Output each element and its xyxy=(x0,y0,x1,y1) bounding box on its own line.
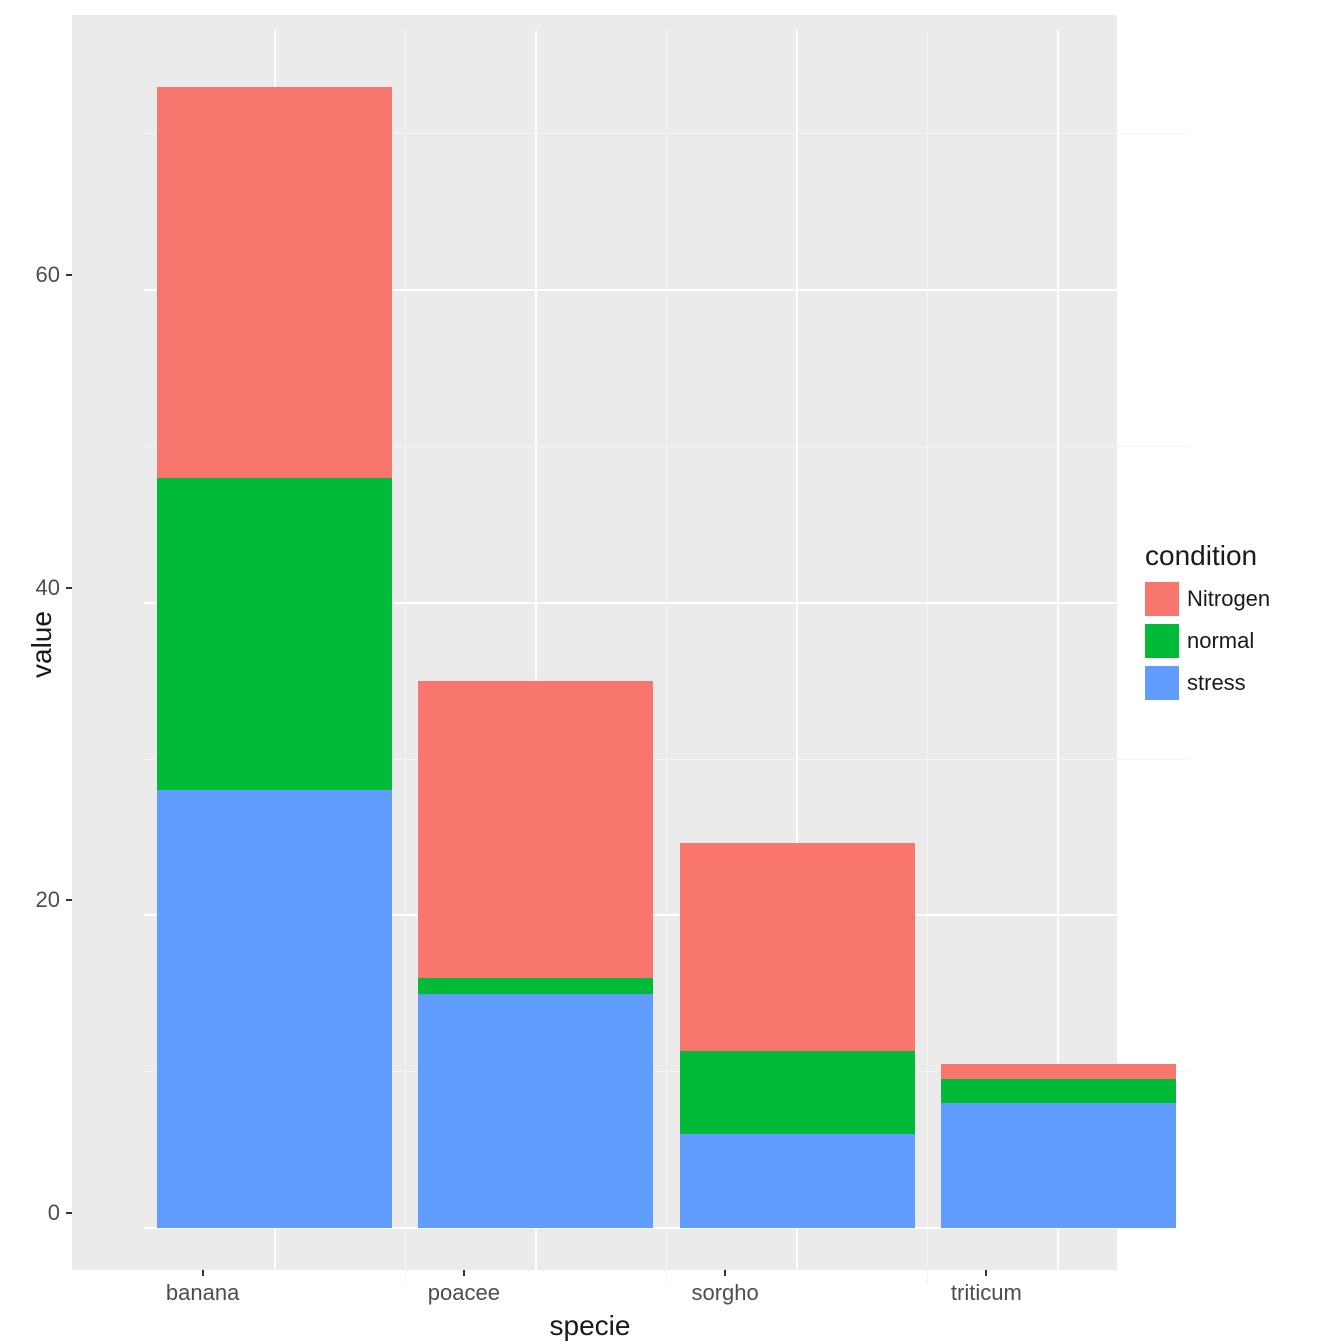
legend-swatch-Nitrogen xyxy=(1145,582,1179,616)
bar-poacee-stress xyxy=(418,994,653,1228)
legend-label-Nitrogen: Nitrogen xyxy=(1187,586,1270,612)
x-tick xyxy=(202,1270,204,1276)
legend-title: condition xyxy=(1145,540,1257,572)
y-tick-label: 60 xyxy=(36,262,60,288)
plot-panel xyxy=(72,15,1117,1270)
bar-sorgho-Nitrogen xyxy=(680,843,915,1051)
x-tick xyxy=(463,1270,465,1276)
bar-triticum-stress xyxy=(941,1103,1176,1228)
bar-banana-normal xyxy=(157,478,392,791)
bar-banana-stress xyxy=(157,790,392,1228)
gridline-v-minor xyxy=(666,30,667,1285)
y-tick-label: 20 xyxy=(36,887,60,913)
x-axis-title: specie xyxy=(550,1310,631,1342)
x-tick-label: banana xyxy=(123,1280,283,1306)
legend-swatch-normal xyxy=(1145,624,1179,658)
x-tick-label: triticum xyxy=(906,1280,1066,1306)
bar-triticum-normal xyxy=(941,1079,1176,1102)
y-tick xyxy=(66,1212,72,1214)
x-tick-label: sorgho xyxy=(645,1280,805,1306)
y-tick xyxy=(66,587,72,589)
chart-container: { "chart": { "type": "stacked-bar", "pan… xyxy=(0,0,1344,1344)
bar-sorgho-normal xyxy=(680,1051,915,1134)
y-tick xyxy=(66,899,72,901)
y-tick xyxy=(66,274,72,276)
bar-sorgho-stress xyxy=(680,1134,915,1228)
bar-triticum-Nitrogen xyxy=(941,1064,1176,1080)
bar-poacee-Nitrogen xyxy=(418,681,653,978)
y-tick-label: 40 xyxy=(36,575,60,601)
y-axis-title: value xyxy=(26,611,58,678)
bar-poacee-normal xyxy=(418,978,653,994)
bar-banana-Nitrogen xyxy=(157,87,392,478)
legend-label-normal: normal xyxy=(1187,628,1254,654)
legend-label-stress: stress xyxy=(1187,670,1246,696)
gridline-v-minor xyxy=(927,30,928,1285)
x-tick-label: poacee xyxy=(384,1280,544,1306)
legend-swatch-stress xyxy=(1145,666,1179,700)
x-tick xyxy=(985,1270,987,1276)
gridline-v-minor xyxy=(405,30,406,1285)
x-tick xyxy=(724,1270,726,1276)
y-tick-label: 0 xyxy=(48,1200,60,1226)
